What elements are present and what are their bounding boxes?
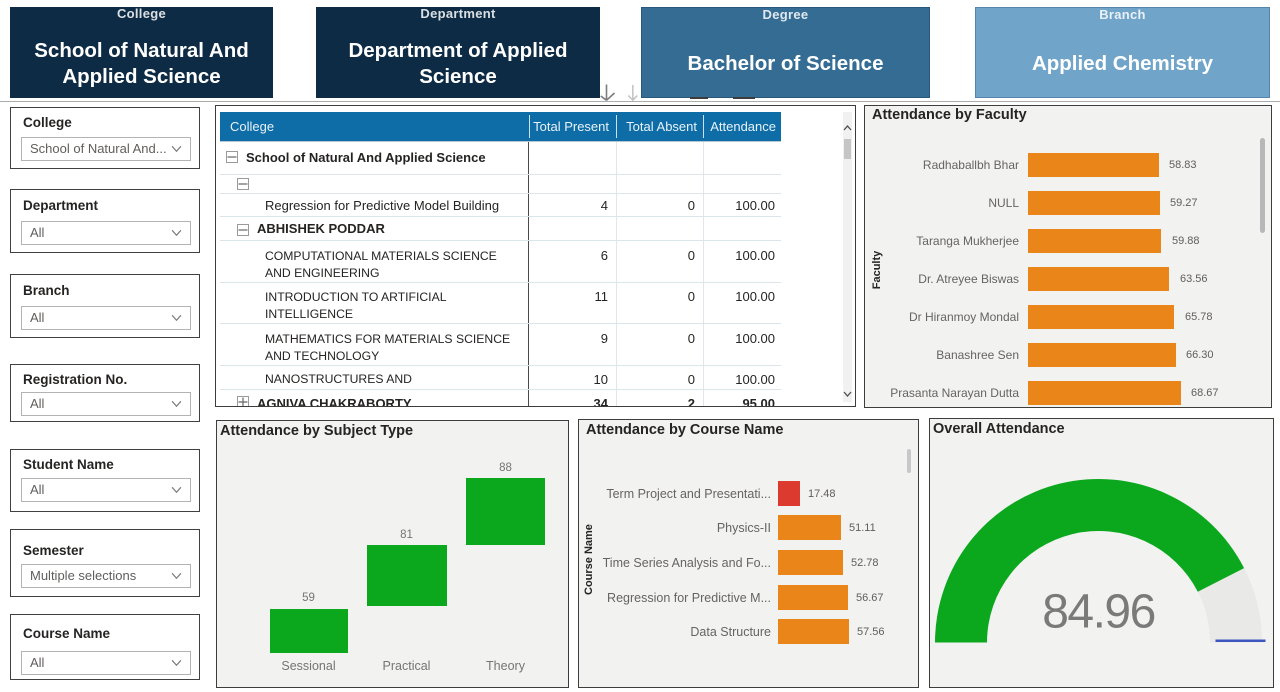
- svg-text:84.96: 84.96: [1042, 586, 1155, 639]
